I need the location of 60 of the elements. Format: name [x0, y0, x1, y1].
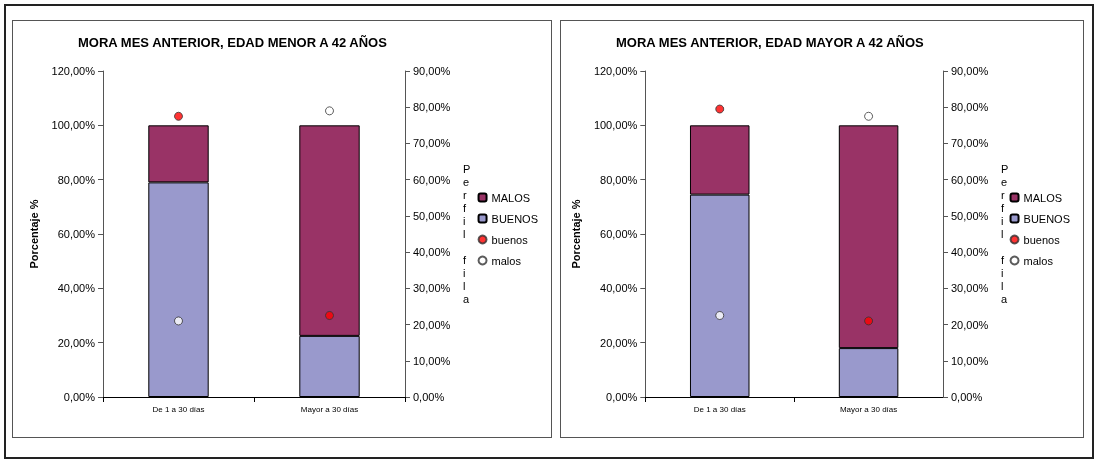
point — [325, 311, 334, 320]
point — [174, 111, 183, 121]
point — [715, 104, 725, 114]
x-tick-label: Mayor a 30 días — [839, 404, 898, 414]
y-tick-label: 60,00% — [600, 228, 638, 240]
y-tick-label: 0,00% — [63, 391, 96, 403]
y-tick-label: 100,00% — [593, 119, 638, 132]
y2-tick-label: 10,00% — [413, 354, 451, 367]
y2-tick-label: 90,00% — [951, 65, 989, 77]
y2-tick-label: 40,00% — [413, 246, 451, 259]
y-tick-label: 0,00% — [606, 391, 638, 403]
y2-tick-label: 90,00% — [413, 65, 451, 77]
legend-label: BUENOS — [1023, 212, 1071, 225]
y-tick-label: 120,00% — [51, 65, 96, 77]
legend-label: MALOS — [1023, 191, 1063, 204]
y-tick-label: 20,00% — [57, 336, 96, 349]
y2-tick-label: 60,00% — [413, 173, 451, 186]
y2-tick-label: 10,00% — [951, 354, 989, 367]
chart-title: MORA MES ANTERIOR, EDAD MAYOR A 42 AÑOS — [616, 35, 925, 50]
legend-label: BUENOS — [491, 212, 539, 225]
y2-tick-label: 20,00% — [413, 318, 451, 331]
y2-tick-label: 20,00% — [951, 318, 989, 331]
y-tick-label: 100,00% — [51, 119, 96, 132]
legend-label: malos — [491, 254, 522, 267]
y2-tick-label: 60,00% — [951, 173, 989, 186]
y2-tick-label: 50,00% — [951, 209, 989, 222]
y-axis-title: Porcentaje % — [570, 199, 582, 269]
point — [715, 311, 725, 320]
y-tick-label: 60,00% — [57, 228, 96, 240]
text: Perfil fila — [1001, 163, 1009, 305]
legend-label: buenos — [491, 233, 529, 246]
y2-tick-label: 40,00% — [951, 246, 989, 259]
y-axis-title: Porcentaje % — [27, 199, 40, 269]
y2-tick-label: 50,00% — [413, 209, 451, 222]
y2-tick-label: 70,00% — [413, 137, 451, 150]
y-tick-label: 20,00% — [600, 336, 638, 349]
y-tick-label: 40,00% — [57, 282, 96, 295]
x-tick-label: De 1 a 30 días — [693, 404, 746, 414]
point — [864, 111, 874, 121]
legend-label: buenos — [1023, 233, 1061, 246]
y2-tick-label: 80,00% — [413, 101, 451, 114]
y2-tick-label: 0,00% — [951, 391, 983, 403]
legend-label: MALOS — [491, 191, 531, 204]
x-tick-label: Mayor a 30 días — [300, 404, 359, 414]
y2-tick-label: 70,00% — [951, 137, 989, 150]
text: Perfil fila — [463, 163, 471, 305]
y2-tick-label: 0,00% — [413, 391, 445, 403]
y2-tick-label: 30,00% — [413, 282, 451, 295]
y-tick-label: 80,00% — [57, 173, 96, 186]
y2-tick-label: 30,00% — [951, 282, 989, 295]
x-tick-label: De 1 a 30 días — [152, 404, 205, 414]
point — [325, 106, 334, 116]
y-tick-label: 40,00% — [600, 282, 638, 295]
point — [864, 316, 874, 326]
chart-title: MORA MES ANTERIOR, EDAD MENOR A 42 AÑOS — [78, 35, 388, 50]
y-tick-label: 80,00% — [600, 173, 638, 186]
y-tick-label: 120,00% — [593, 65, 638, 77]
point — [174, 316, 183, 326]
legend-label: malos — [1023, 254, 1054, 267]
y2-tick-label: 80,00% — [951, 101, 989, 114]
